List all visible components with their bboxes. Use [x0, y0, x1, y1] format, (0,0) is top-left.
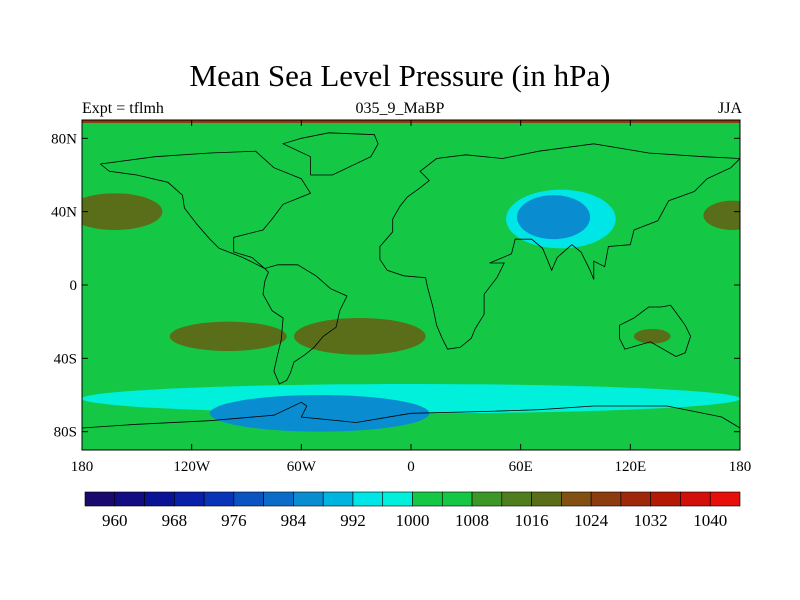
season-label: JJA: [717, 100, 742, 117]
x-tick-label: 180: [71, 459, 94, 475]
colorbar-swatch: [382, 491, 413, 507]
colorbar-label: 1000: [396, 511, 430, 530]
colorbar-swatch: [441, 491, 473, 507]
colorbar-label: 1016: [515, 511, 549, 530]
x-tick-label: 120E: [614, 459, 646, 475]
colorbar-label: 1040: [693, 511, 727, 530]
colorbar-swatch: [709, 491, 741, 507]
colorbar-swatch: [561, 491, 592, 507]
colorbar: 960 968 976 984 992 1000 1008 1016 1024 1032 1040: [84, 491, 741, 530]
high-north-pacific-west: [703, 200, 740, 230]
experiment-label: Expt = tflmh: [82, 100, 164, 117]
colorbar-swatch: [84, 491, 116, 507]
colorbar-label: 976: [221, 511, 247, 530]
colorbar-swatch: [233, 491, 264, 507]
southern-ocean-low: [209, 395, 430, 432]
high-south-atlantic: [294, 318, 426, 355]
y-tick-label: 0: [70, 278, 78, 294]
colorbar-swatch: [620, 491, 651, 507]
low-asia-core: [517, 195, 591, 240]
pressure-field: [82, 120, 740, 450]
colorbar-label: 960: [102, 511, 128, 530]
x-tick-label: 0: [407, 459, 415, 475]
colorbar-label: 1032: [634, 511, 668, 530]
north-america-coast: [100, 150, 312, 269]
colorbar-swatch: [531, 491, 562, 507]
colorbar-label: 1008: [455, 511, 489, 530]
x-tick-label: 120W: [173, 459, 211, 475]
colorbar-swatch: [412, 491, 443, 507]
high-south-pacific: [169, 321, 287, 352]
colorbar-swatch: [471, 491, 503, 507]
colorbar-swatch: [352, 491, 384, 507]
colorbar-swatch: [174, 491, 205, 507]
y-tick-label: 40N: [51, 205, 77, 221]
y-tick-label: 40S: [54, 351, 77, 367]
colorbar-swatch: [322, 491, 354, 507]
colorbar-label: 1024: [574, 511, 609, 530]
colorbar-swatch: [293, 491, 324, 507]
colorbar-swatch: [590, 491, 622, 507]
greenland-coast: [281, 132, 379, 176]
colorbar-swatch: [263, 491, 294, 507]
time-period-label: 035_9_MaBP: [355, 100, 445, 117]
eurasia-africa-coast: [379, 143, 740, 350]
colorbar-swatch: [501, 491, 532, 507]
subtropical-high-north-pacific: [82, 193, 163, 230]
colorbar-swatch: [203, 491, 235, 507]
high-australia: [633, 329, 671, 344]
chart-title: Mean Sea Level Pressure (in hPa): [189, 58, 611, 93]
x-tick-label: 60E: [509, 459, 533, 475]
y-tick-label: 80S: [54, 425, 77, 441]
australia-coast: [619, 304, 692, 357]
colorbar-swatch: [680, 491, 711, 507]
colorbar-swatch: [650, 491, 681, 507]
colorbar-label: 984: [281, 511, 307, 530]
antarctica-coast: [82, 401, 740, 429]
colorbar-label: 968: [162, 511, 188, 530]
low-north-america: [202, 167, 254, 219]
x-tick-label: 180: [729, 459, 752, 475]
y-tick-label: 80N: [51, 131, 77, 147]
low-arctic: [484, 138, 704, 176]
colorbar-swatch: [144, 491, 175, 507]
colorbar-swatch: [114, 491, 145, 507]
axis-ticks: 180 120W 60W 0 60E 120E 180 80N 40N 0 40S 80S: [51, 120, 751, 475]
south-america-coast: [262, 264, 348, 385]
colorbar-label: 992: [340, 511, 366, 530]
x-tick-label: 60W: [287, 459, 317, 475]
coastlines: [82, 132, 740, 429]
